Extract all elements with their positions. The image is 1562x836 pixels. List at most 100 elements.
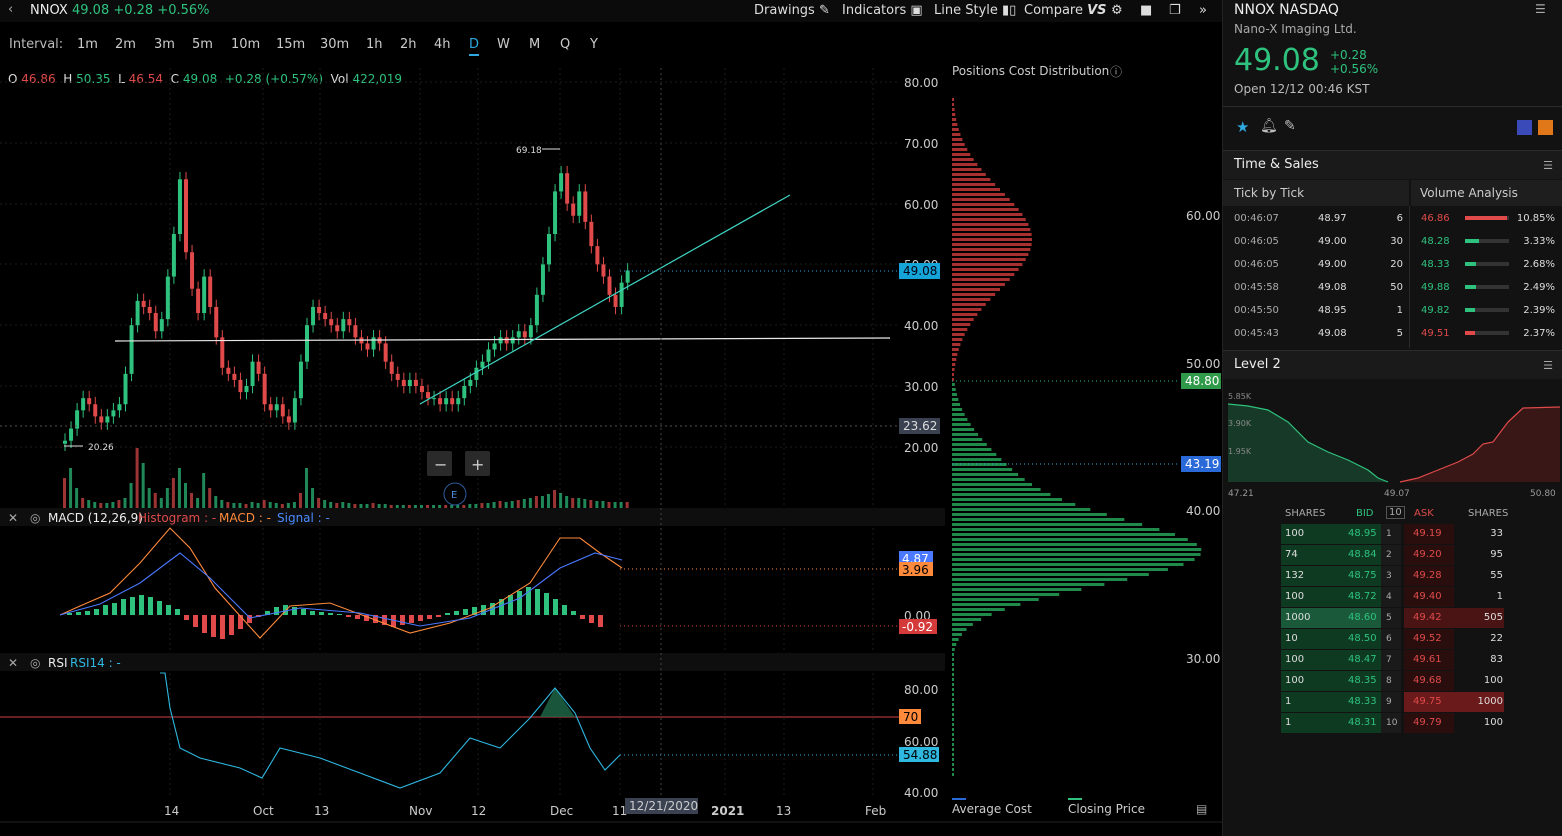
cost-bar bbox=[952, 258, 1026, 261]
candle bbox=[347, 319, 352, 326]
tick-size: 5 bbox=[1396, 328, 1403, 339]
close-cost-tag-text: 43.19 bbox=[1185, 457, 1219, 471]
volume-bar bbox=[619, 502, 623, 508]
tick-price: 49.08 bbox=[1318, 328, 1347, 339]
volume-bar bbox=[268, 502, 272, 508]
menu-icon[interactable]: ☰ bbox=[1543, 159, 1553, 172]
candle bbox=[165, 276, 170, 320]
gear-icon[interactable]: ⚙ bbox=[1111, 3, 1123, 18]
interval-q[interactable]: Q bbox=[560, 37, 571, 52]
cost-bar bbox=[952, 333, 965, 336]
cost-bar bbox=[952, 603, 1021, 606]
zoom-in-button[interactable] bbox=[465, 451, 490, 476]
support-line[interactable] bbox=[114, 337, 891, 342]
interval-m[interactable]: M bbox=[529, 37, 541, 52]
volume-bar bbox=[504, 502, 508, 508]
trend-line[interactable] bbox=[419, 194, 791, 405]
interval-w[interactable]: W bbox=[497, 37, 510, 52]
macd-hist-bar bbox=[274, 607, 279, 615]
cost-bar bbox=[952, 693, 954, 696]
eye-icon[interactable]: ◎ bbox=[30, 511, 40, 525]
indicators-button[interactable]: Indicators ▣ bbox=[842, 3, 923, 18]
earnings-marker-text: E bbox=[451, 490, 457, 501]
interval-15m[interactable]: 15m bbox=[276, 37, 306, 52]
macd-hist-bar bbox=[112, 603, 117, 615]
level2-row: 1 48.33 9 49.75 1000 bbox=[1223, 692, 1562, 713]
crosshair-date-tag bbox=[625, 798, 698, 814]
rsi-label: RSI14 : - bbox=[70, 656, 121, 670]
candle bbox=[232, 373, 237, 380]
info-icon[interactable]: ⓘ bbox=[1110, 65, 1122, 79]
minus-icon[interactable]: − bbox=[434, 455, 447, 474]
interval-4h[interactable]: 4h bbox=[434, 37, 451, 52]
interval-5m[interactable]: 5m bbox=[192, 37, 213, 52]
cost-bar bbox=[952, 678, 954, 681]
interval-d[interactable]: D bbox=[469, 37, 480, 56]
volume-bar bbox=[438, 505, 442, 508]
earnings-marker[interactable] bbox=[443, 482, 467, 506]
plus-icon[interactable]: + bbox=[471, 455, 484, 474]
eye-icon[interactable]: ◎ bbox=[30, 656, 40, 670]
cost-bar bbox=[952, 148, 968, 151]
close-icon[interactable]: ✕ bbox=[8, 511, 18, 525]
tab-volume-analysis[interactable]: Volume Analysis bbox=[1411, 180, 1562, 206]
bid-shares: 100 bbox=[1285, 675, 1305, 686]
volume-bar bbox=[607, 502, 611, 508]
ask-depth-fill bbox=[1400, 407, 1560, 482]
collapse-icon[interactable]: » bbox=[1199, 3, 1207, 18]
notes-icon[interactable]: ▤ bbox=[1196, 802, 1207, 816]
ask-bg bbox=[1404, 566, 1454, 586]
line-style-button[interactable]: Line Style ▮▯ bbox=[934, 3, 1017, 18]
zoom-out-button[interactable] bbox=[427, 451, 452, 476]
candle bbox=[389, 361, 394, 374]
star-icon[interactable]: ★ bbox=[1236, 118, 1250, 136]
interval-y[interactable]: Y bbox=[590, 37, 598, 52]
depth-selector[interactable]: 10 bbox=[1386, 506, 1405, 519]
macd-hist-bar bbox=[67, 613, 72, 615]
drawings-button[interactable]: Drawings ✎ bbox=[754, 3, 830, 18]
menu-icon[interactable]: ☰ bbox=[1543, 359, 1553, 372]
square-icon[interactable]: ■ bbox=[1140, 3, 1153, 18]
interval-1h[interactable]: 1h bbox=[366, 37, 383, 52]
open-time: Open 12/12 00:46 KST bbox=[1234, 82, 1370, 96]
window-icon[interactable]: ❐ bbox=[1169, 3, 1181, 18]
pencil-icon[interactable]: ✎ bbox=[1284, 118, 1296, 134]
ask-price: 49.52 bbox=[1413, 633, 1442, 644]
tick-size: 20 bbox=[1390, 259, 1403, 270]
tab-tick-by-tick[interactable]: Tick by Tick bbox=[1223, 180, 1409, 206]
indicator-icon: ▣ bbox=[910, 3, 923, 18]
high-annotation: 69.18 bbox=[516, 146, 542, 156]
compare-button[interactable]: Compare VS bbox=[1024, 3, 1107, 18]
candle bbox=[81, 398, 86, 411]
close-icon[interactable]: ✕ bbox=[8, 656, 18, 670]
volume-bar bbox=[498, 501, 502, 508]
y-tick: 30.00 bbox=[904, 380, 938, 394]
interval-3m[interactable]: 3m bbox=[154, 37, 175, 52]
level-index: 3 bbox=[1386, 571, 1392, 581]
volume-bar bbox=[196, 498, 200, 508]
htb-icon[interactable] bbox=[1538, 120, 1553, 135]
chart-icon[interactable] bbox=[1517, 120, 1532, 135]
level2-row: 1 48.31 10 49.79 100 bbox=[1223, 713, 1562, 734]
chevron-left-icon[interactable]: ‹ bbox=[8, 2, 14, 17]
cost-bar bbox=[952, 443, 987, 446]
settings-sliders-icon[interactable]: ☰ bbox=[1535, 2, 1546, 16]
volume-bar bbox=[323, 500, 327, 508]
y-tick: 40.00 bbox=[904, 319, 938, 333]
interval-30m[interactable]: 30m bbox=[320, 37, 350, 52]
bell-icon[interactable]: 🔔︎ bbox=[1260, 118, 1278, 134]
low-label: L bbox=[118, 72, 125, 86]
main-chart[interactable]: 80.00 70.00 60.00 50.00 40.00 30.00 20.0… bbox=[0, 58, 1222, 836]
candle bbox=[329, 319, 334, 326]
interval-2m[interactable]: 2m bbox=[115, 37, 136, 52]
interval-2h[interactable]: 2h bbox=[400, 37, 417, 52]
interval-10m[interactable]: 10m bbox=[231, 37, 261, 52]
macd-hist-bar bbox=[364, 615, 369, 621]
hist-tag-text: -0.92 bbox=[902, 620, 933, 634]
cost-bar bbox=[952, 578, 1128, 581]
symbol-label[interactable]: NNOX bbox=[30, 3, 68, 18]
macd-hist-bar bbox=[571, 611, 576, 615]
cost-bar bbox=[952, 98, 954, 101]
candle bbox=[450, 398, 455, 405]
interval-1m[interactable]: 1m bbox=[77, 37, 98, 52]
